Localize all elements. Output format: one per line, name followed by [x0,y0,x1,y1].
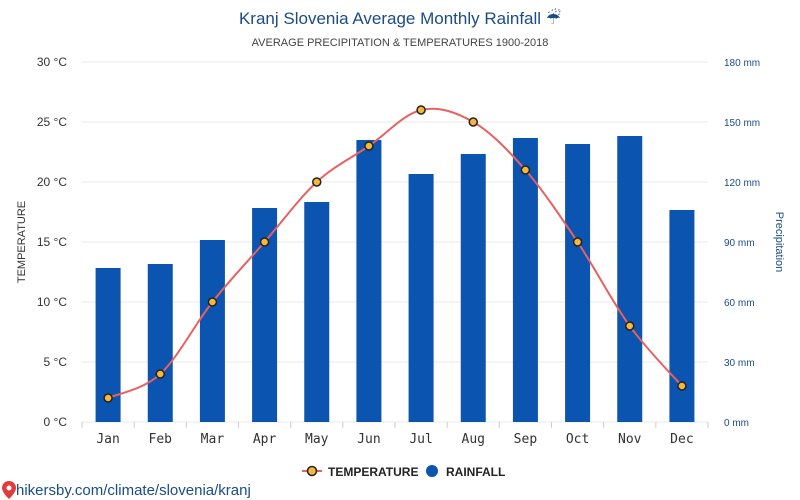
right-tick-label: 0 mm [724,418,749,429]
left-tick-label: 0 °C [44,415,68,429]
source-url[interactable]: hikersby.com/climate/slovenia/kranj [16,482,251,499]
x-tick-label: Oct [566,432,589,447]
rainfall-bar[interactable] [408,174,434,422]
temperature-point[interactable] [259,237,270,247]
legend-temperature-label: TEMPERATURE [328,465,418,479]
rainfall-bars [95,136,695,422]
rainfall-bar[interactable] [565,144,591,422]
temperature-point[interactable] [155,369,165,379]
left-axis-title: TEMPERATURE [16,201,28,283]
x-tick-label: Dec [670,432,693,447]
left-tick-label: 30 °C [37,55,67,69]
left-tick-label: 15 °C [37,235,67,249]
x-tick-label: May [305,432,329,447]
x-tick-label: Nov [618,432,642,447]
chart-title: Kranj Slovenia Average Monthly Rainfall … [239,8,561,28]
x-tick-label: Apr [253,432,277,447]
right-tick-label: 150 mm [724,118,760,129]
x-tick-label: Feb [149,432,173,447]
temperature-point[interactable] [312,177,322,187]
temperature-point[interactable] [468,117,478,127]
temperature-point[interactable] [103,393,113,403]
legend-temperature-marker [306,465,318,477]
x-tick-label: Jun [357,432,380,447]
right-tick-label: 120 mm [724,178,760,189]
legend-item-rainfall[interactable]: RAINFALL [426,465,505,479]
map-pin-icon [2,481,16,499]
rainfall-bar[interactable] [617,136,643,422]
rainfall-bar[interactable] [460,154,486,422]
rainfall-bar[interactable] [356,140,382,422]
temperature-point[interactable] [364,141,374,151]
x-tick-label: Jan [96,432,119,447]
rainfall-bar[interactable] [512,138,538,422]
gridlines [82,61,708,423]
temperature-point[interactable] [416,105,426,115]
left-axis-ticks: 0 °C 5 °C 10 °C 15 °C 20 °C 25 °C 30 °C [37,55,67,429]
temperature-line [107,107,683,399]
temperature-markers [103,105,687,403]
x-axis-ticks: Jan Feb Mar Apr May Jun Jul Aug Sep Oct Nov Dec [81,422,709,447]
temperature-point[interactable] [207,297,218,307]
legend[interactable]: TEMPERATURE RAINFALL [302,465,505,479]
right-tick-label: 60 mm [724,298,755,309]
left-tick-label: 20 °C [37,175,67,189]
right-axis-ticks: 0 mm 30 mm 60 mm 90 mm 120 mm 150 mm 180 mm [724,58,760,429]
right-tick-label: 180 mm [724,58,760,69]
legend-rainfall-label: RAINFALL [446,465,505,479]
right-tick-label: 90 mm [724,238,755,249]
left-tick-label: 25 °C [37,115,67,129]
x-tick-label: Mar [201,432,225,447]
rainfall-bar[interactable] [147,264,173,422]
left-tick-label: 10 °C [37,295,67,309]
legend-item-temperature[interactable]: TEMPERATURE [302,465,418,479]
temperature-point[interactable] [520,165,531,175]
temperature-point[interactable] [625,321,635,331]
right-axis-title: Precipitation [773,212,785,273]
rainfall-bar[interactable] [199,240,225,422]
chart-subtitle: AVERAGE PRECIPITATION & TEMPERATURES 190… [252,37,549,49]
source-link[interactable]: hikersby.com/climate/slovenia/kranj [2,481,251,499]
x-tick-label: Jul [409,432,432,447]
temperature-point[interactable] [572,237,583,247]
x-tick-label: Sep [514,432,538,447]
temperature-point[interactable] [677,381,687,391]
legend-rainfall-marker [426,465,438,477]
left-tick-label: 5 °C [44,355,68,369]
rainfall-bar[interactable] [304,202,330,422]
right-tick-label: 30 mm [724,358,755,369]
x-tick-label: Aug [462,432,485,447]
